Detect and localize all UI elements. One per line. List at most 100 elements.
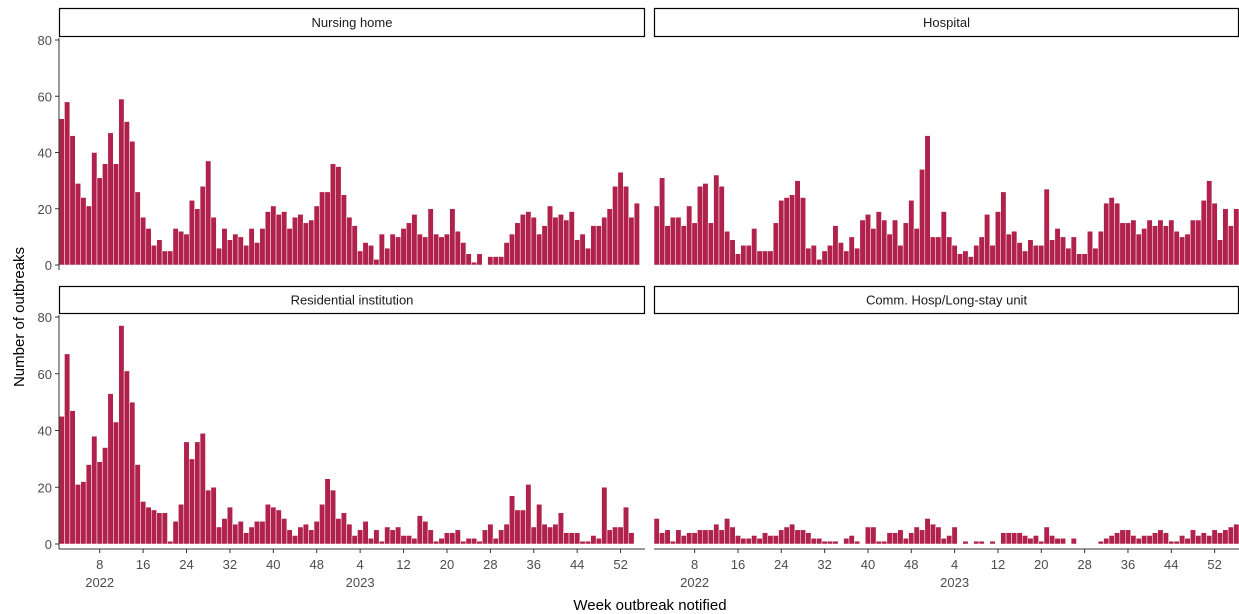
x-tick-label: 36 (527, 557, 541, 572)
bar (930, 523, 936, 545)
bar (702, 529, 709, 545)
bar (319, 191, 326, 266)
bar (1005, 233, 1012, 266)
bar (1233, 523, 1239, 545)
bar (957, 253, 963, 266)
bar (389, 529, 396, 545)
x-tick-label: 52 (613, 557, 627, 572)
bar (395, 526, 402, 545)
bar (778, 529, 785, 545)
bar (854, 247, 861, 266)
x-tick-label: 44 (570, 557, 584, 572)
bar (1195, 219, 1202, 266)
bar (913, 228, 920, 266)
x-tick-label: 8 (96, 557, 103, 572)
bar (476, 540, 483, 545)
bar (1211, 529, 1218, 545)
bar (1146, 219, 1153, 266)
bar (438, 538, 445, 545)
y-tick-label: 80 (38, 310, 52, 325)
bar (827, 540, 833, 545)
bar (702, 183, 709, 266)
bar (335, 518, 342, 545)
bar (134, 191, 141, 266)
bar (1168, 219, 1175, 266)
bar (973, 245, 980, 266)
bar (590, 535, 597, 545)
bar (1011, 231, 1018, 266)
bar (107, 393, 114, 545)
bar (1016, 532, 1023, 545)
bar (188, 200, 195, 266)
bar (585, 540, 591, 545)
bar (248, 228, 255, 266)
bar (422, 236, 429, 266)
bar (264, 211, 271, 266)
bar (145, 228, 152, 266)
bar (617, 171, 624, 266)
bar (487, 523, 494, 545)
bar (1049, 239, 1056, 266)
bar (492, 256, 499, 266)
facet-panel: Residential institution 0 20 40 60 80 8 16 24 32 4… (38, 285, 646, 590)
bar (552, 523, 559, 545)
bar (541, 225, 548, 266)
bar (843, 538, 850, 545)
bar (75, 484, 81, 545)
bar (718, 186, 725, 266)
bar (713, 523, 720, 545)
bar (707, 222, 714, 266)
bar (1000, 191, 1007, 266)
bar (810, 245, 817, 266)
x-tick-label: 4 (357, 557, 364, 572)
bar (509, 233, 516, 266)
bar (1130, 219, 1137, 266)
bar (718, 529, 725, 545)
bar (362, 521, 369, 545)
bar (1190, 529, 1196, 545)
bar (199, 433, 206, 545)
x-year-label: 2022 (680, 575, 709, 590)
bar (525, 211, 532, 266)
bar (1103, 202, 1110, 266)
bar (1032, 245, 1039, 266)
bar (454, 529, 461, 545)
bar (443, 233, 450, 266)
x-tick-label: 24 (179, 557, 193, 572)
bar (134, 464, 141, 545)
bar (745, 245, 752, 266)
bar (226, 239, 233, 266)
bar (670, 540, 676, 545)
bar (536, 233, 543, 266)
bar (368, 538, 374, 545)
bar (590, 225, 597, 266)
x-tick-label: 16 (731, 557, 745, 572)
bar (210, 487, 217, 545)
bar (1092, 247, 1099, 266)
bar (707, 529, 714, 545)
bar (617, 526, 624, 545)
bar (951, 245, 958, 266)
facet-title: Hospital (923, 15, 970, 30)
y-tick-label: 40 (38, 146, 52, 161)
bar (783, 526, 790, 545)
x-tick-label: 12 (396, 557, 410, 572)
bar (1065, 247, 1072, 266)
bar (659, 532, 666, 545)
bar (123, 121, 130, 266)
bar (1206, 535, 1213, 545)
bar (675, 216, 682, 266)
bar (691, 532, 698, 545)
y-tick-label: 0 (45, 258, 52, 273)
bar (1227, 526, 1234, 545)
bar (978, 540, 985, 545)
bar (270, 506, 277, 545)
bar (286, 529, 293, 545)
bar (167, 540, 174, 545)
bar (984, 214, 991, 266)
y-axis-title: Number of outbreaks (11, 247, 28, 387)
bar (1022, 250, 1028, 266)
y-tick-label: 40 (38, 424, 52, 439)
bar (330, 489, 336, 545)
